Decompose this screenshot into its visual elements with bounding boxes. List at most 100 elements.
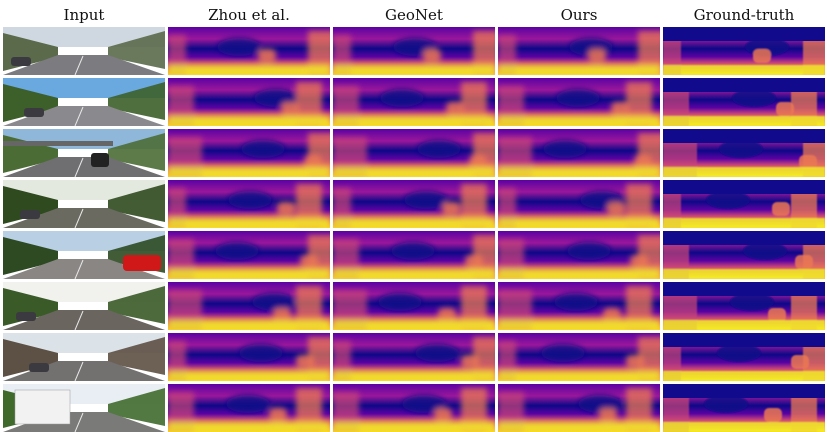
- sky: [3, 78, 165, 98]
- cell-graphic: [3, 333, 165, 381]
- white-truck: [14, 389, 71, 425]
- right-roadside: [108, 133, 165, 171]
- object-region: [423, 49, 441, 63]
- object-region: [791, 355, 809, 369]
- gt-empty-sky-band: [663, 129, 825, 143]
- far-region: [554, 293, 598, 311]
- cell-graphic: [333, 180, 495, 228]
- near-ground: [168, 218, 330, 228]
- object-region: [442, 202, 460, 216]
- near-ground: [498, 371, 660, 381]
- far-region: [215, 242, 259, 260]
- depth-map-row8: [333, 384, 495, 432]
- far-region: [226, 395, 270, 413]
- ground-truth-depth-row8: [663, 384, 825, 432]
- near-ground: [498, 167, 660, 177]
- road: [3, 208, 165, 228]
- input-image-row6: [3, 282, 165, 330]
- far-region: [402, 395, 446, 413]
- left-roadside: [3, 339, 58, 377]
- parked-car: [16, 312, 36, 321]
- object-region: [753, 49, 771, 63]
- object-region: [446, 102, 464, 116]
- object-region: [281, 102, 299, 116]
- right-roadside: [108, 337, 165, 375]
- cell-graphic: [168, 384, 330, 432]
- far-region: [417, 140, 461, 158]
- right-roadside: [108, 184, 165, 222]
- lane-marking: [74, 55, 84, 75]
- depth-map-row4: [168, 180, 330, 228]
- near-ground: [333, 218, 495, 228]
- far-region: [704, 395, 748, 413]
- lane-marking: [74, 259, 84, 279]
- lane-marking: [74, 412, 84, 432]
- near-ground: [333, 116, 495, 126]
- depth-map-row5: [168, 231, 330, 279]
- input-image-row1: [3, 27, 165, 75]
- near-ground: [168, 320, 330, 330]
- lane-marking: [74, 310, 84, 330]
- far-region: [404, 191, 448, 209]
- depth-map-row2: [168, 78, 330, 126]
- object-region: [438, 308, 456, 322]
- column-header-depth-3: Ours: [560, 6, 598, 24]
- right-structure: [638, 337, 660, 381]
- object-region: [626, 355, 644, 369]
- cell-graphic: [663, 333, 825, 381]
- near-ground: [333, 269, 495, 279]
- gt-empty-sky-band: [663, 180, 825, 194]
- depth-map-row5: [498, 231, 660, 279]
- near-ground: [663, 320, 825, 330]
- far-region: [732, 89, 776, 107]
- cell-graphic: [333, 384, 495, 432]
- red-car: [123, 255, 161, 271]
- near-ground: [498, 65, 660, 75]
- cell-graphic: [168, 333, 330, 381]
- object-region: [258, 49, 276, 63]
- cell-graphic: [333, 129, 495, 177]
- object-region: [630, 255, 648, 269]
- gt-empty-sky-band: [663, 333, 825, 347]
- object-region: [461, 355, 479, 369]
- near-ground: [168, 167, 330, 177]
- parked-car: [24, 108, 44, 117]
- cell-graphic: [168, 129, 330, 177]
- depth-map-row3: [333, 129, 495, 177]
- far-region: [706, 191, 750, 209]
- depth-map-row8: [168, 384, 330, 432]
- ground-truth-depth-row4: [663, 180, 825, 228]
- near-ground: [333, 422, 495, 432]
- near-ground: [663, 116, 825, 126]
- car: [91, 153, 109, 167]
- depth-map-row7: [168, 333, 330, 381]
- near-ground: [168, 116, 330, 126]
- far-region: [228, 191, 272, 209]
- left-roadside: [3, 186, 58, 224]
- object-region: [795, 255, 813, 269]
- cell-graphic: [663, 78, 825, 126]
- parked-car: [29, 363, 49, 372]
- cell-graphic: [3, 384, 165, 432]
- cell-graphic: [3, 27, 165, 75]
- ground-truth-depth-row7: [663, 333, 825, 381]
- depth-map-row7: [333, 333, 495, 381]
- depth-map-row3: [498, 129, 660, 177]
- sky: [3, 333, 165, 353]
- depth-map-row4: [498, 180, 660, 228]
- cell-graphic: [3, 129, 165, 177]
- near-ground: [498, 269, 660, 279]
- lane-marking: [74, 106, 84, 126]
- object-region: [599, 408, 617, 422]
- far-region: [252, 293, 296, 311]
- object-region: [799, 155, 817, 169]
- depth-map-row7: [498, 333, 660, 381]
- bridge: [3, 141, 113, 146]
- depth-map-row1: [498, 27, 660, 75]
- cell-graphic: [663, 129, 825, 177]
- ground-truth-depth-row1: [663, 27, 825, 75]
- right-structure: [638, 31, 660, 75]
- road: [3, 412, 165, 432]
- cell-graphic: [168, 180, 330, 228]
- object-region: [611, 102, 629, 116]
